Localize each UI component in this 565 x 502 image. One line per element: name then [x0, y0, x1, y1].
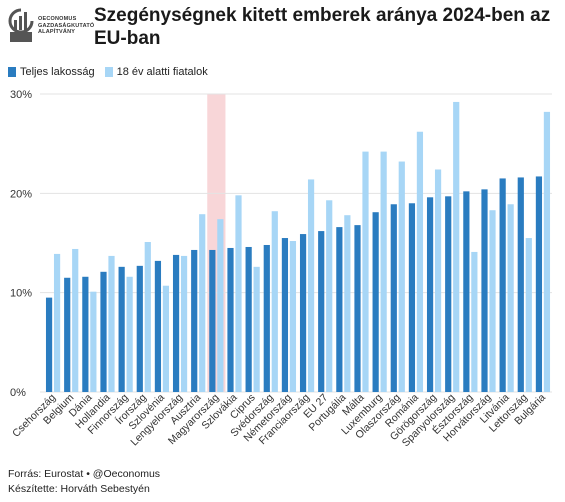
bar-total	[263, 244, 270, 392]
bar-total	[64, 277, 71, 392]
y-tick-label: 0%	[10, 387, 26, 399]
bar-total	[463, 191, 470, 392]
bar-youth	[199, 214, 206, 392]
bar-total	[517, 177, 524, 392]
bar-youth	[53, 253, 61, 392]
bar-youth	[326, 200, 333, 392]
y-tick-label: 20%	[10, 188, 32, 200]
bar-total	[172, 254, 180, 392]
bar-youth	[126, 276, 133, 392]
bar-youth	[416, 131, 424, 392]
logo-line-2: GAZDASÁGKUTATÓ	[38, 22, 95, 29]
bar-youth	[144, 242, 151, 392]
bar-total	[408, 203, 416, 392]
bar-total	[318, 231, 325, 392]
bar-total	[535, 176, 543, 392]
bar-total	[336, 227, 343, 392]
bar-youth	[344, 215, 351, 392]
bar-youth	[108, 255, 115, 392]
bar-total	[45, 297, 53, 392]
bar-youth	[253, 266, 260, 392]
logo-line-1: OECONOMUS	[38, 16, 77, 22]
bar-total	[118, 266, 125, 392]
bar-youth	[434, 169, 442, 392]
footer: Forrás: Eurostat • @Oeconomus Készítette…	[8, 467, 160, 497]
bar-total	[100, 271, 107, 392]
author-note: Készítette: Horváth Sebestyén	[8, 483, 150, 495]
bar-youth	[72, 248, 79, 392]
bar-total	[445, 196, 452, 392]
chart-title: Szegénységnek kitett emberek aránya 2024…	[94, 5, 551, 49]
bar-total	[82, 276, 89, 392]
bar-youth	[543, 111, 551, 392]
bar-total	[299, 234, 307, 392]
legend-item-total: Teljes lakosság	[8, 66, 95, 78]
bar-total	[136, 265, 143, 392]
bar-total	[245, 246, 252, 392]
bar-youth	[180, 255, 188, 392]
source-note: Forrás: Eurostat • @Oeconomus	[8, 468, 161, 480]
bar-youth	[162, 285, 170, 392]
bar-youth	[380, 151, 387, 392]
bar-youth	[489, 210, 496, 392]
logo-text: OECONOMUS GAZDASÁGKUTATÓ ALAPÍTVÁNY	[38, 16, 94, 36]
logo-line-3: ALAPÍTVÁNY	[38, 29, 76, 35]
legend-swatch-total	[8, 67, 16, 77]
bar-youth	[235, 195, 242, 392]
bar-youth	[307, 179, 315, 392]
bar-youth	[289, 241, 297, 392]
legend-item-youth: 18 év alatti fiatalok	[104, 66, 208, 78]
logo-mark-icon	[8, 8, 34, 42]
bar-youth	[90, 291, 97, 392]
y-tick-label: 10%	[10, 288, 32, 300]
legend: Teljes lakosság 18 év alatti fiatalok	[8, 66, 218, 78]
bar-youth	[362, 151, 369, 392]
bar-total	[372, 212, 379, 392]
bar-youth	[271, 211, 278, 392]
bar-total	[154, 260, 162, 392]
bar-total	[191, 249, 198, 392]
bar-youth	[453, 101, 460, 393]
bar-total	[390, 204, 397, 392]
legend-label-youth: 18 év alatti fiatalok	[116, 66, 208, 78]
bar-total	[227, 247, 234, 392]
legend-swatch-youth	[104, 67, 113, 77]
bar-youth	[398, 161, 405, 392]
bar-chart: 0%10%20%30%CsehországBelgiumDániaHolland…	[10, 89, 552, 449]
bar-total	[481, 189, 488, 392]
bar-youth	[525, 238, 532, 392]
bar-youth	[507, 204, 514, 392]
bar-total	[426, 197, 434, 392]
bar-total	[499, 178, 506, 392]
bar-total	[281, 238, 289, 392]
oeconomus-logo: OECONOMUS GAZDASÁGKUTATÓ ALAPÍTVÁNY	[6, 6, 94, 52]
bar-youth	[471, 251, 478, 392]
y-tick-label: 30%	[10, 89, 32, 101]
bar-total	[209, 249, 216, 392]
bar-total	[354, 225, 361, 392]
legend-label-total: Teljes lakosság	[20, 66, 95, 78]
bar-youth	[217, 219, 224, 392]
